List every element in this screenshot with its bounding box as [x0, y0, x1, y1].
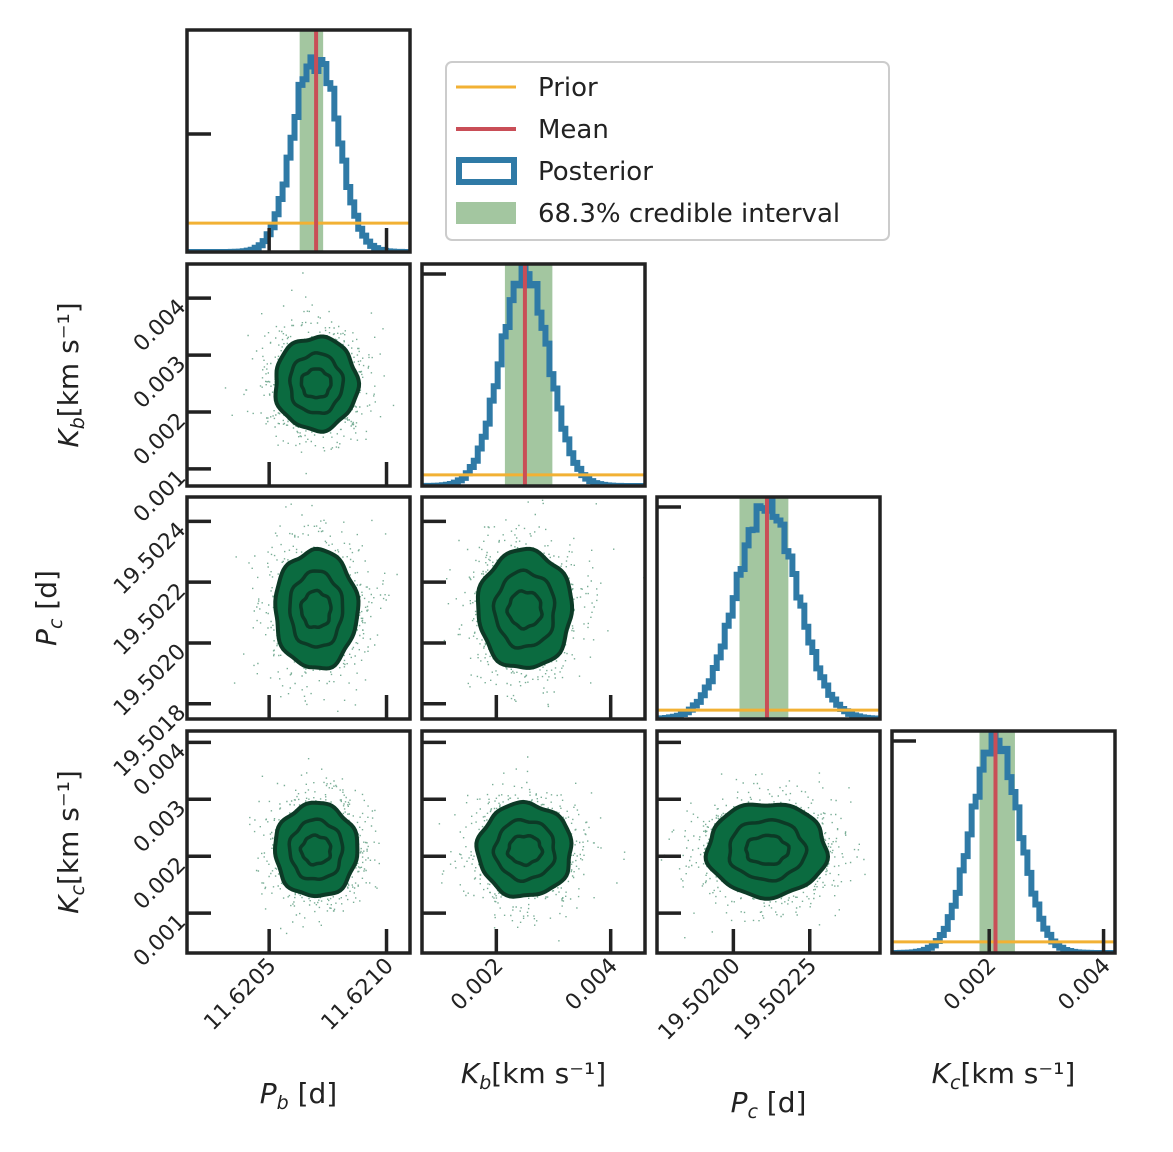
density-contour-mid: [287, 817, 345, 881]
density-contour-inner: [744, 833, 791, 866]
density-contour-outer: [703, 802, 831, 901]
y-axis-label-Kb: Kb[km s⁻¹]: [52, 302, 89, 447]
x-tick-label: 0.002: [446, 954, 508, 1016]
y-axis-label-Kc: Kc[km s⁻¹]: [52, 770, 89, 914]
density-contour-outer: [273, 546, 361, 671]
density-contour-outer: [475, 546, 575, 670]
density-contour-outer: [474, 799, 574, 899]
y-tick-label: 0.003: [129, 796, 191, 858]
y-axis-label-Pc: Pc [d]: [30, 570, 67, 646]
diag-panel-Kb: [422, 264, 645, 486]
panel-frame: [185, 495, 412, 721]
x-tick-label: 19.50200: [654, 954, 746, 1046]
density-contour-inner: [298, 833, 333, 867]
x-tick-label: 0.002: [939, 954, 1001, 1016]
panel-Kb-Pc: [443, 499, 645, 708]
diag-panel-Kc: [892, 731, 1115, 953]
y-tick-label: 0.004: [129, 295, 191, 357]
legend-box: [445, 61, 890, 241]
panel-Kb-Kc: [438, 756, 626, 942]
legend-prior-label: Prior: [538, 73, 598, 103]
density-contour-outer: [273, 334, 362, 434]
x-tick-label: 11.6205: [199, 954, 281, 1036]
panel-Pc-Kc: [660, 772, 866, 939]
density-contour-inner: [299, 588, 333, 630]
x-tick-label: 11.6210: [317, 954, 399, 1036]
panel-Pb-Kb: [224, 272, 395, 475]
density-contour-mid: [288, 569, 345, 649]
legend: Prior Mean Posterior 68.3% credible interva…: [445, 61, 890, 241]
x-tick-label: 0.004: [1054, 954, 1116, 1016]
diag-panel-Pb: [187, 30, 410, 252]
x-tick-label: 19.50225: [730, 954, 822, 1046]
panel-Pb-Kc: [249, 758, 380, 935]
diag-frame-Pb: [185, 28, 412, 254]
legend-posterior-swatch: [456, 157, 517, 185]
panel-frame: [185, 729, 412, 955]
diag-frame-Kb: [420, 262, 647, 488]
panel-Pb-Pc: [233, 503, 398, 712]
x-tick-label: 0.004: [561, 954, 623, 1016]
y-tick-label: 0.001: [129, 465, 191, 527]
y-tick-label: 0.003: [129, 352, 191, 414]
y-tick-label: 0.001: [129, 910, 191, 972]
x-axis-label-Kc: Kc[km s⁻¹]: [932, 1057, 1076, 1094]
density-contour-mid: [491, 568, 557, 650]
density-contour-inner: [299, 367, 333, 400]
panel-frame: [420, 495, 647, 721]
panel-frame: [655, 729, 882, 955]
density-contour-outer: [272, 800, 360, 899]
x-axis-label-Pc: Pc [d]: [731, 1086, 807, 1123]
density-contour-mid: [491, 817, 557, 884]
legend-posterior-label: Posterior: [538, 157, 653, 187]
legend-interval-label: 68.3% credible interval: [538, 199, 840, 229]
y-tick-label: 0.002: [129, 408, 191, 470]
legend-interval-swatch: [456, 202, 516, 224]
density-contour-mid: [727, 818, 809, 883]
panel-frame: [420, 729, 647, 955]
x-axis-label-Kb: Kb[km s⁻¹]: [461, 1057, 606, 1094]
legend-mean-label: Mean: [538, 115, 609, 145]
diag-frame-Pc: [655, 495, 882, 721]
y-tick-label: 0.002: [129, 853, 191, 915]
density-contour-inner: [505, 589, 544, 631]
diag-frame-Kc: [890, 729, 1117, 955]
density-contour-inner: [505, 834, 545, 868]
density-contour-mid: [288, 351, 346, 415]
diag-panel-Pc: [657, 497, 880, 719]
panel-frame: [185, 262, 412, 488]
x-axis-label-Pb: Pb [d]: [260, 1077, 337, 1114]
